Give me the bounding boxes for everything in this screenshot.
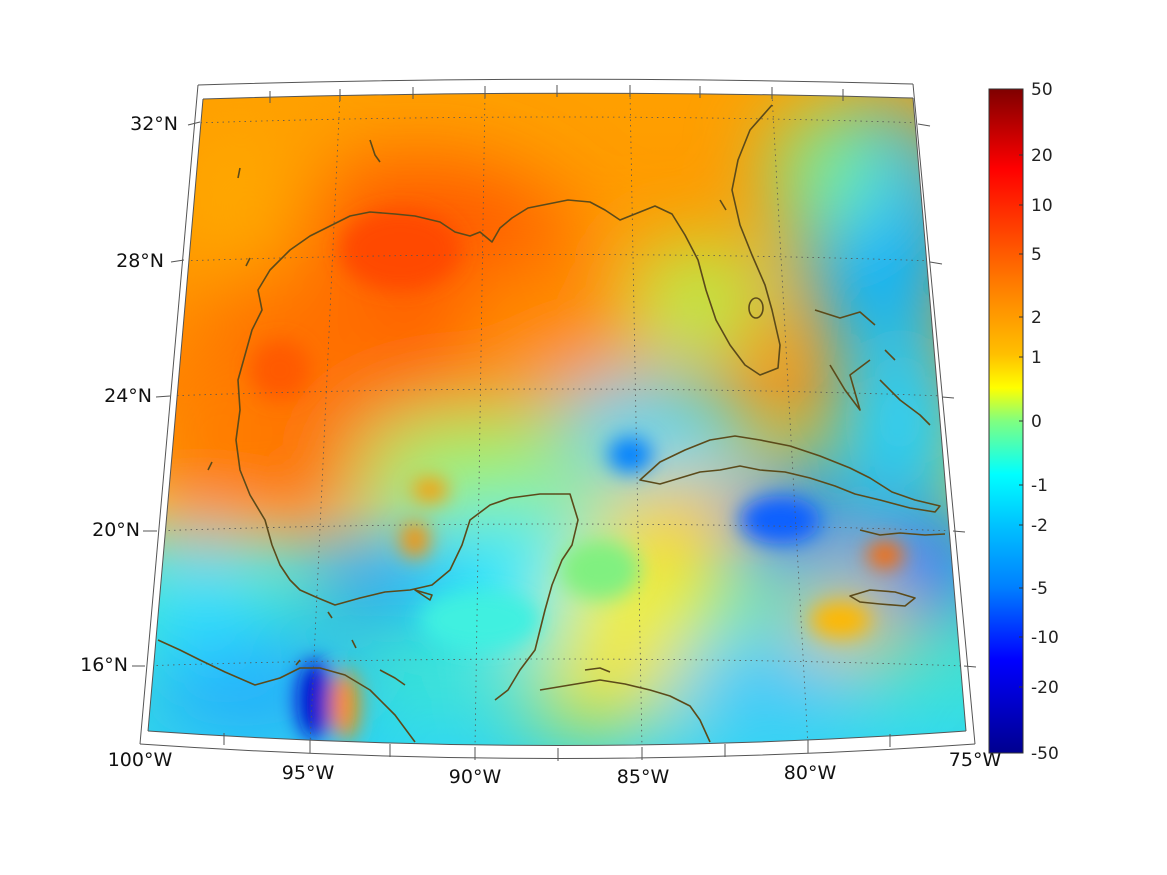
colorbar-gradient	[988, 88, 1024, 754]
mexico-gulf-coast	[271, 493, 579, 701]
jamaica-coast	[849, 589, 916, 607]
cuba-coast	[639, 435, 941, 513]
lon-tick-labels: 100°W 95°W 90°W 85°W 80°W 75°W	[108, 749, 1002, 788]
frame-ticks	[132, 85, 977, 761]
coastlines	[157, 104, 946, 743]
graticule	[148, 93, 966, 746]
colorbar-tick-label: 10	[1031, 196, 1053, 216]
lon-tick-label: 75°W	[949, 749, 1002, 771]
pacific-coast	[157, 639, 416, 743]
colorbar-tick-label: -20	[1031, 678, 1059, 698]
lat-tick-labels: 32°N 28°N 24°N 20°N 16°N	[80, 113, 178, 676]
gulf-coast-us	[235, 104, 781, 546]
colorbar-tick-label: 20	[1031, 146, 1053, 166]
colorbar-tick-label: -1	[1031, 476, 1048, 496]
colorbar-tick-label: 0	[1031, 412, 1042, 432]
colorbar-ticks	[1019, 154, 1023, 688]
colorbar-tick-label: -2	[1031, 516, 1048, 536]
lat-tick-label: 20°N	[92, 519, 140, 541]
colorbar-tick-label: 50	[1031, 80, 1053, 100]
colorbar: 50 20 10 5 2 1 0 -1 -2 -5 -10 -20 -50	[988, 80, 1059, 764]
colorbar-tick-label: 5	[1031, 245, 1042, 265]
lon-tick-label: 80°W	[784, 762, 837, 784]
lon-tick-label: 95°W	[282, 762, 335, 784]
lat-tick-label: 32°N	[130, 113, 178, 135]
colorbar-tick-label: 2	[1031, 308, 1042, 328]
colorbar-tick-label: 1	[1031, 348, 1042, 368]
map-frame	[139, 78, 976, 759]
colorbar-tick-label: -5	[1031, 579, 1048, 599]
hispaniola-coast	[859, 529, 946, 536]
lat-tick-label: 16°N	[80, 654, 128, 676]
central-america-coast	[539, 679, 711, 743]
lon-tick-label: 100°W	[108, 749, 173, 771]
colorbar-tick-label: -50	[1031, 744, 1059, 764]
bahamas-islands	[814, 309, 931, 426]
colorbar-tick-label: -10	[1031, 628, 1059, 648]
lat-tick-label: 24°N	[104, 385, 152, 407]
lon-tick-label: 85°W	[617, 766, 670, 788]
lon-tick-label: 90°W	[449, 766, 502, 788]
lat-tick-label: 28°N	[116, 250, 164, 272]
heatmap-field	[148, 93, 966, 746]
